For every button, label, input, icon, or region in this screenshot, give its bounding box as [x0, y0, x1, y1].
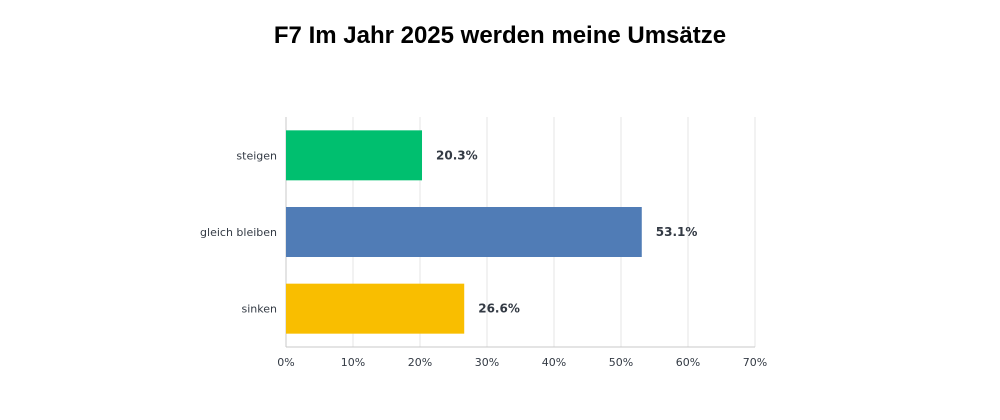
bar-steigen [286, 130, 423, 181]
data-label: 20.3% [436, 148, 478, 162]
bar-sinken [286, 283, 465, 334]
x-tick-label: 50% [609, 356, 633, 369]
category-label: sinken [242, 303, 278, 316]
x-tick-label: 0% [277, 356, 294, 369]
data-label: 26.6% [478, 302, 520, 316]
bar-gleich-bleiben [286, 207, 642, 257]
bars [286, 130, 642, 334]
data-label: 53.1% [656, 225, 698, 239]
x-tick-label: 40% [542, 356, 566, 369]
x-tick-label: 20% [408, 356, 432, 369]
x-tick-label: 60% [676, 356, 700, 369]
x-tick-label: 70% [743, 356, 767, 369]
category-label: gleich bleiben [200, 226, 277, 239]
labels: 0% 10% 20% 30% 40% 50% 60% 70% steigen 20.3% gleic… [200, 148, 767, 369]
chart-title: F7 Im Jahr 2025 werden meine Umsätze [273, 22, 727, 49]
category-label: steigen [236, 149, 277, 162]
x-tick-label: 10% [341, 356, 365, 369]
x-tick-label: 30% [475, 356, 499, 369]
